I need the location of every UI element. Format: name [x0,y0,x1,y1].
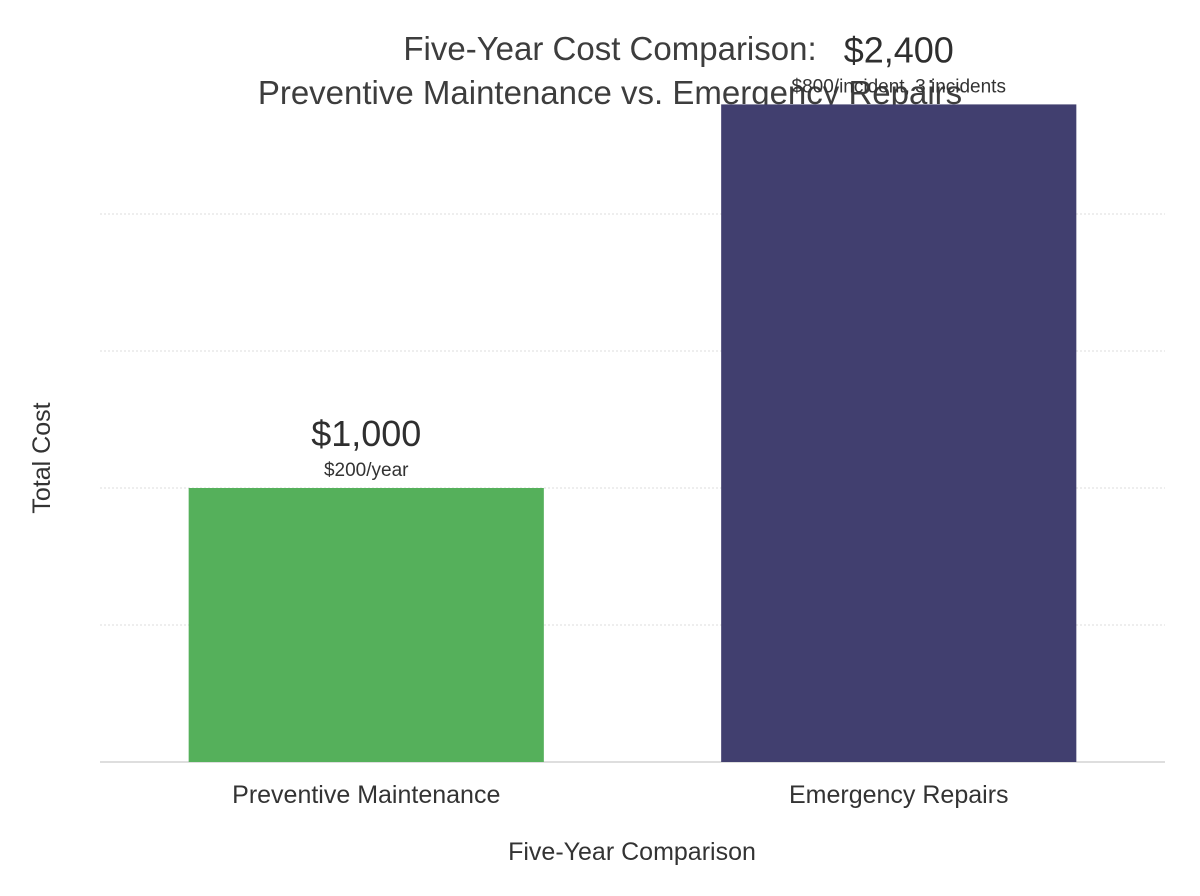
bar-labels: $1,000 $200/year Preventive Maintenance $2,… [232,29,1008,809]
bars [188,104,1077,762]
bar-sub-label: $800/incident, 3 incidents [792,76,1006,97]
bar-value-label: $1,000 [311,413,421,454]
bar-1 [188,488,544,762]
x-axis-label: Five-Year Comparison [508,838,756,866]
chart-title-line-1: Five-Year Cost Comparison: [403,30,816,67]
y-axis-label: Total Cost [28,402,56,513]
x-tick-label: Emergency Repairs [789,781,1009,809]
bar-sub-label: $200/year [324,460,409,481]
bar-value-label: $2,400 [844,29,954,70]
x-tick-label: Preventive Maintenance [232,781,500,809]
bar-2 [721,104,1077,762]
